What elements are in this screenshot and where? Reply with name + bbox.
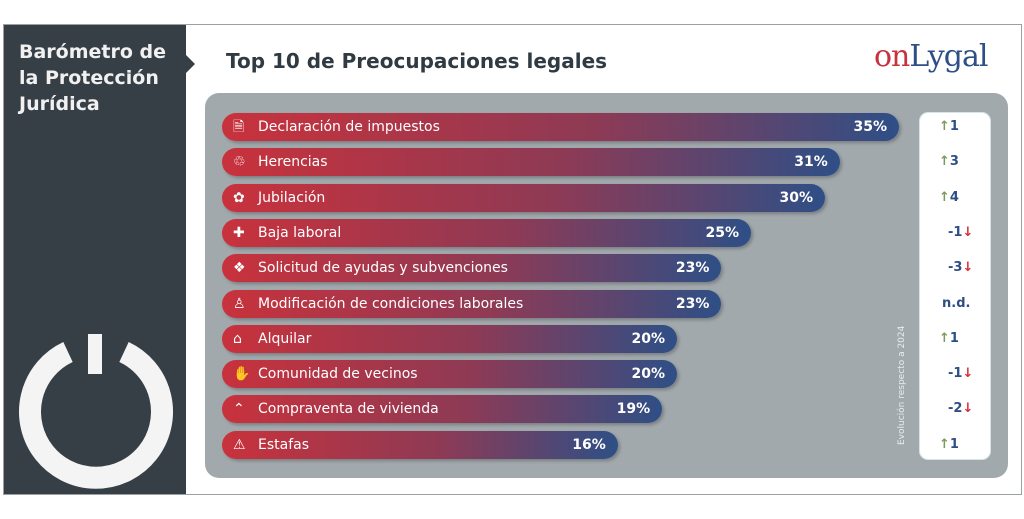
house-roof-icon: ⌃ xyxy=(233,401,245,418)
bar: ✋ Comunidad de vecinos 20% xyxy=(222,360,677,389)
bar-label: Estafas xyxy=(258,436,310,453)
bar-label: Compraventa de vivienda xyxy=(258,401,439,418)
arrow-down-icon: ↓ xyxy=(962,260,974,276)
value-label: 19% xyxy=(616,401,651,418)
bar: ❖ Solicitud de ayudas y subvenciones 23% xyxy=(222,254,722,283)
evolution-value: n.d. xyxy=(942,295,971,311)
evolution-box xyxy=(919,112,991,460)
evolution-value: -3↓ xyxy=(948,260,974,276)
evolution-value: ↑4 xyxy=(939,189,959,205)
bar-label: Declaración de impuestos xyxy=(258,119,440,135)
alarm-icon: ⚠ xyxy=(233,436,246,453)
retirement-icon: ✿ xyxy=(233,189,245,206)
value-label: 20% xyxy=(631,366,665,383)
value-label: 20% xyxy=(631,330,665,347)
evolution-value: -1↓ xyxy=(948,224,974,240)
evolution-label: Evolución respecto a 2024 xyxy=(897,325,907,445)
value-label: 31% xyxy=(794,154,828,171)
bar: 🗎 Declaración de impuestos 35% xyxy=(222,113,899,141)
sick-leave-icon: ✚ xyxy=(233,224,245,241)
bar-label: Baja laboral xyxy=(258,224,342,241)
bar-label: Modificación de condiciones laborales xyxy=(258,295,524,312)
value-label: 23% xyxy=(675,260,710,277)
value-label: 30% xyxy=(779,189,813,206)
bar-label: Jubilación xyxy=(258,189,326,206)
arrow-up-icon: ↑ xyxy=(939,330,950,346)
arrow-down-icon: ↓ xyxy=(962,224,974,240)
bar-label: Solicitud de ayudas y subvenciones xyxy=(258,260,508,277)
brand-logo: onLygal xyxy=(874,39,988,74)
tax-document-icon: 🗎 xyxy=(233,119,245,135)
evolution-value: ↑1 xyxy=(939,436,959,452)
value-label: 23% xyxy=(675,295,710,312)
evolution-value: -2↓ xyxy=(948,401,974,417)
evolution-value: ↑3 xyxy=(939,154,959,170)
bar: ⌃ Compraventa de vivienda 19% xyxy=(222,395,663,424)
inheritance-icon: ♲ xyxy=(233,154,246,171)
bar: ♲ Herencias 31% xyxy=(222,148,840,177)
arrow-up-icon: ↑ xyxy=(939,119,950,134)
evolution-value: -1↓ xyxy=(948,366,974,382)
sidebar: Barómetro de la Protección Jurídica xyxy=(4,25,186,494)
arrow-up-icon: ↑ xyxy=(939,189,950,205)
arrow-down-icon: ↓ xyxy=(962,401,974,417)
sidebar-title: Barómetro de la Protección Jurídica xyxy=(19,41,167,115)
bar-label: Herencias xyxy=(258,154,328,171)
bar: ✚ Baja laboral 25% xyxy=(222,218,751,247)
rental-house-icon: ⌂ xyxy=(233,330,242,347)
value-label: 25% xyxy=(705,224,739,241)
bar-label: Alquilar xyxy=(258,330,312,347)
bar: ⌂ Alquilar 20% xyxy=(222,324,677,353)
power-icon xyxy=(19,334,173,489)
bar-label: Comunidad de vecinos xyxy=(258,366,418,383)
evolution-value: ↑1 xyxy=(939,119,959,134)
arrow-down-icon: ↓ xyxy=(962,366,974,382)
value-label: 16% xyxy=(572,436,606,453)
bar: ⚠ Estafas 16% xyxy=(222,430,618,459)
evolution-value: ↑1 xyxy=(939,330,959,346)
infographic: Barómetro de la Protección Jurídica Top … xyxy=(3,24,1022,495)
grants-icon: ❖ xyxy=(233,260,246,277)
chart-title: Top 10 de Preocupaciones legales xyxy=(226,49,608,73)
value-label: 35% xyxy=(853,119,887,135)
sidebar-notch xyxy=(186,55,195,73)
worker-icon: ♙ xyxy=(233,295,246,312)
bar: ✿ Jubilación 30% xyxy=(222,183,825,212)
handshake-icon: ✋ xyxy=(233,366,251,383)
arrow-up-icon: ↑ xyxy=(939,154,950,170)
arrow-up-icon: ↑ xyxy=(939,436,950,452)
bar: ♙ Modificación de condiciones laborales 23… xyxy=(222,289,722,318)
